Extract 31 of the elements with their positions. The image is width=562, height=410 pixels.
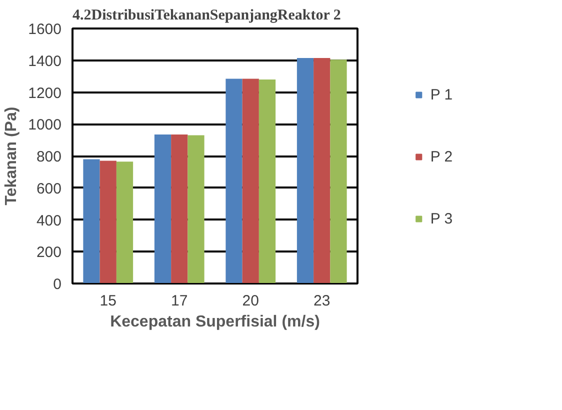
y-tick-label: 1200 — [28, 84, 62, 102]
y-tick-label: 0 — [53, 276, 62, 293]
bar — [330, 60, 347, 284]
bar — [296, 58, 314, 284]
bar — [188, 135, 204, 284]
y-tick-label: 1400 — [28, 52, 62, 70]
y-tick-label: 1600 — [28, 21, 62, 38]
bar — [242, 78, 259, 284]
x-axis-title: Kecepatan Superfisial (m/s) — [110, 314, 320, 330]
x-tick-label: 20 — [242, 292, 259, 310]
bar — [226, 78, 242, 284]
chart-title: 4.2DistribusiTekananSepanjangReaktor 2 — [72, 8, 341, 24]
y-axis-title: Tekanan (Pa) — [3, 106, 20, 206]
y-tick-label: 800 — [36, 148, 62, 166]
bar — [100, 160, 116, 284]
legend-label: P 2 — [430, 148, 453, 165]
y-tick-label: 200 — [36, 244, 62, 262]
legend-label: P 3 — [430, 210, 453, 227]
bar — [116, 162, 134, 284]
y-tick-label: 400 — [36, 212, 62, 230]
y-tick-label: 1000 — [28, 116, 62, 134]
bar — [171, 134, 188, 284]
x-tick-label: 17 — [171, 292, 188, 310]
y-tick-label: 600 — [36, 180, 62, 198]
legend-label: P 1 — [430, 86, 453, 103]
x-tick-label: 15 — [100, 292, 116, 310]
bar — [314, 58, 330, 284]
bar — [154, 134, 172, 284]
x-tick-label: 23 — [314, 292, 330, 310]
bar — [83, 159, 100, 284]
bar — [258, 80, 276, 284]
